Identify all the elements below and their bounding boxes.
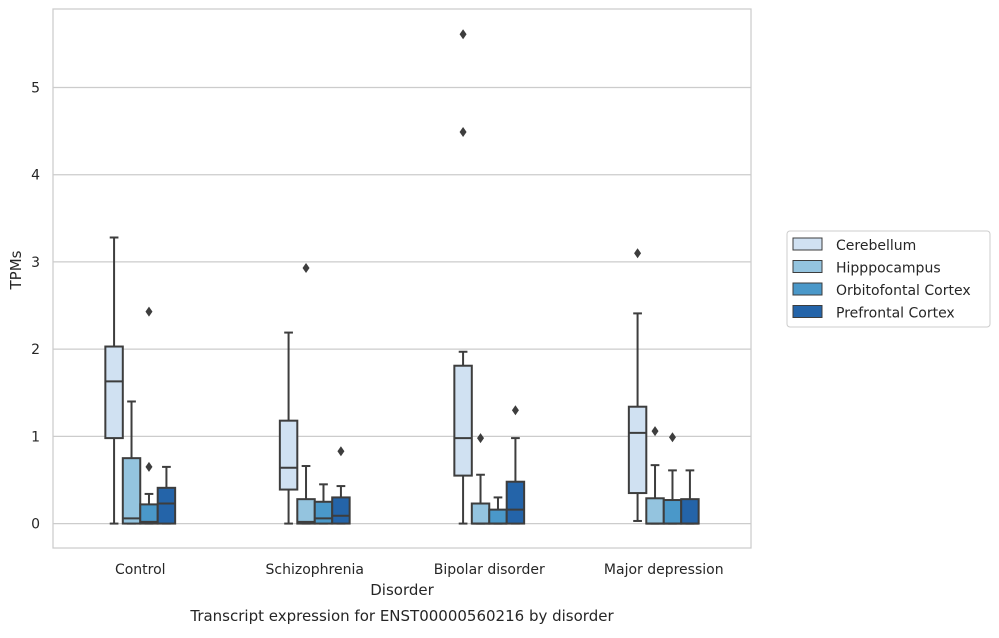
legend-swatch — [792, 237, 823, 251]
x-tick-label: Schizophrenia — [266, 562, 364, 578]
outlier-point — [668, 432, 676, 443]
outlier-point — [302, 263, 310, 274]
box — [121, 457, 142, 525]
outlier-point — [459, 126, 467, 137]
y-axis-label: TPMs — [7, 250, 25, 290]
box — [488, 508, 508, 525]
box — [470, 502, 491, 525]
x-tick-label: Bipolar disorder — [434, 562, 545, 578]
legend-label: Hipppocampus — [836, 261, 941, 277]
box — [662, 499, 683, 525]
box — [156, 486, 177, 525]
legend-frame — [786, 230, 991, 328]
x-axis-label: Disorder — [370, 581, 434, 599]
box — [313, 500, 334, 525]
legend-swatch — [792, 260, 823, 273]
box — [627, 405, 648, 495]
x-axis-ticks: Control Schizophrenia Bipolar disorder Majo… — [115, 562, 724, 578]
box — [505, 480, 526, 525]
y-tick-label: 1 — [31, 429, 40, 445]
outlier-point — [145, 306, 153, 317]
box — [139, 503, 159, 525]
box — [278, 419, 299, 491]
outlier-point — [145, 461, 153, 472]
legend-label: Prefrontal Cortex — [836, 306, 955, 322]
outlier-point — [477, 433, 485, 444]
box — [331, 496, 351, 525]
x-tick-label: Major depression — [604, 562, 724, 578]
legend-swatch — [792, 305, 823, 318]
legend-label: Orbitofontal Cortex — [836, 283, 971, 299]
outlier-point — [337, 446, 345, 457]
y-tick-label: 4 — [31, 168, 40, 184]
y-tick-label: 0 — [31, 517, 40, 533]
outlier-point — [634, 248, 642, 259]
outlier-point — [651, 426, 659, 437]
gridlines — [53, 86, 751, 525]
chart-title: Transcript expression for ENST0000056021… — [189, 607, 614, 625]
legend-swatch — [792, 282, 823, 296]
box — [296, 498, 316, 525]
outlier-point — [511, 405, 519, 416]
box — [680, 498, 700, 525]
box-marks — [104, 29, 700, 525]
y-tick-label: 3 — [31, 255, 40, 271]
plot-area-frame — [52, 8, 752, 549]
box — [104, 345, 124, 440]
y-axis-ticks: 0 1 2 3 4 5 — [31, 80, 40, 532]
legend-label: Cerebellum — [836, 238, 916, 254]
x-tick-label: Control — [115, 562, 166, 578]
box — [453, 364, 473, 477]
y-tick-label: 2 — [31, 342, 40, 358]
y-tick-label: 5 — [31, 80, 40, 96]
box — [645, 497, 665, 525]
outlier-point — [459, 29, 467, 40]
legend: Cerebellum Hipppocampus Orbitofontal Corte… — [786, 230, 991, 328]
